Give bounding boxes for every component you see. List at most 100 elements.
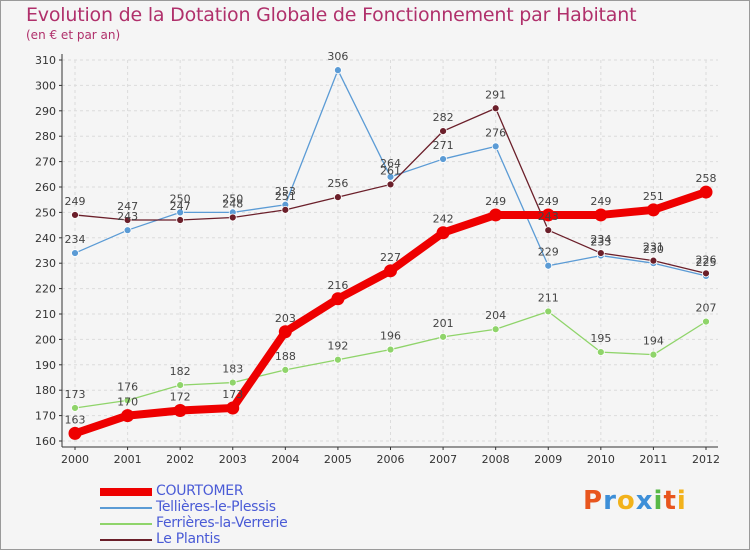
data-point: [71, 249, 79, 257]
data-label: 204: [485, 309, 506, 322]
logo-letter: r: [603, 486, 617, 516]
data-label: 234: [590, 233, 611, 246]
data-point: [596, 249, 605, 257]
legend-swatch-ferrieres: [100, 523, 152, 525]
data-label: 271: [433, 139, 454, 152]
data-point: [649, 256, 658, 265]
data-label: 264: [380, 157, 401, 170]
y-tick-label: 210: [35, 308, 56, 321]
data-point: [386, 180, 395, 189]
data-label: 247: [170, 200, 191, 213]
data-label: 253: [275, 185, 296, 198]
y-tick-label: 220: [35, 283, 56, 296]
y-tick-label: 290: [35, 105, 56, 118]
data-label: 173: [65, 388, 86, 401]
x-tick-label: 2005: [324, 453, 352, 466]
data-label: 194: [643, 335, 664, 348]
data-point: [491, 142, 500, 151]
y-tick-label: 170: [35, 410, 56, 423]
data-label: 231: [643, 241, 664, 254]
x-tick-label: 2001: [114, 453, 142, 466]
data-label: 250: [222, 192, 243, 205]
data-point: [491, 325, 500, 334]
x-tick-label: 2010: [587, 453, 615, 466]
data-label: 207: [696, 302, 717, 315]
data-label: 234: [65, 233, 86, 246]
data-point: [439, 332, 447, 341]
data-point: [439, 155, 447, 163]
data-point: [226, 401, 240, 415]
data-point: [176, 381, 185, 390]
data-point: [646, 203, 660, 217]
logo-letter: i: [653, 486, 664, 516]
data-point: [334, 193, 342, 202]
data-point: [702, 269, 710, 278]
data-point: [121, 409, 135, 423]
data-label: 183: [222, 363, 243, 376]
data-point: [596, 348, 605, 357]
data-label: 229: [538, 246, 559, 259]
data-label: 251: [643, 190, 664, 203]
logo-letter: t: [663, 486, 677, 516]
data-label: 282: [433, 111, 454, 124]
data-point: [71, 211, 79, 219]
y-tick-label: 240: [35, 232, 56, 245]
data-point: [436, 226, 450, 240]
data-point: [544, 307, 553, 316]
data-point: [123, 216, 132, 224]
logo-letter: o: [616, 486, 636, 516]
legend-label-ferrieres: Ferrières-la-Verrerie: [156, 515, 288, 531]
x-tick-label: 2000: [61, 453, 89, 466]
data-point: [228, 213, 237, 222]
data-point: [594, 208, 608, 222]
data-label: 276: [485, 126, 506, 139]
data-point: [649, 350, 658, 359]
x-tick-label: 2006: [377, 453, 405, 466]
data-label: 230: [643, 243, 664, 256]
data-point: [176, 216, 185, 224]
data-label: 211: [538, 291, 559, 304]
y-tick-label: 310: [35, 54, 56, 67]
data-label: 192: [327, 340, 348, 353]
data-label: 182: [170, 365, 191, 378]
data-point: [281, 205, 290, 214]
x-tick-label: 2012: [692, 453, 720, 466]
data-point: [176, 208, 185, 217]
logo-letter: i: [676, 486, 687, 516]
legend-item-courtomer: COURTOMER: [100, 483, 360, 500]
data-label: 250: [170, 192, 191, 205]
legend-label-le-plantis: Le Plantis: [156, 531, 221, 547]
data-point: [71, 404, 79, 412]
data-label: 172: [170, 391, 191, 404]
data-label: 195: [590, 332, 611, 345]
data-label: 248: [222, 197, 243, 210]
data-point: [489, 208, 503, 222]
data-point: [439, 127, 447, 136]
data-label: 233: [590, 236, 611, 249]
legend-label-courtomer: COURTOMER: [156, 483, 244, 499]
data-label: 227: [380, 251, 401, 264]
data-label: 163: [65, 413, 86, 426]
data-point: [281, 365, 290, 374]
proxiti-logo: Proxiti: [583, 486, 687, 516]
data-point: [123, 396, 132, 405]
x-tick-label: 2009: [534, 453, 562, 466]
legend-item-tellieres: Tellières-le-Plessis: [100, 499, 360, 516]
data-label: 176: [117, 380, 138, 393]
y-tick-label: 180: [35, 384, 56, 397]
data-label: 216: [327, 279, 348, 292]
x-tick-label: 2008: [482, 453, 510, 466]
data-label: 247: [117, 200, 138, 213]
data-label: 188: [275, 350, 296, 363]
chart-title: Evolution de la Dotation Globale de Fonc…: [26, 4, 637, 26]
data-label: 249: [65, 195, 86, 208]
legend-swatch-le-plantis: [100, 539, 152, 541]
data-label: 225: [696, 256, 717, 269]
data-label: 251: [275, 190, 296, 203]
legend-swatch-courtomer: [100, 488, 152, 496]
legend-label-tellieres: Tellières-le-Plessis: [156, 499, 276, 515]
data-point: [544, 261, 553, 270]
y-tick-label: 160: [35, 435, 56, 448]
y-tick-label: 250: [35, 206, 56, 219]
logo-letter: x: [635, 486, 654, 516]
